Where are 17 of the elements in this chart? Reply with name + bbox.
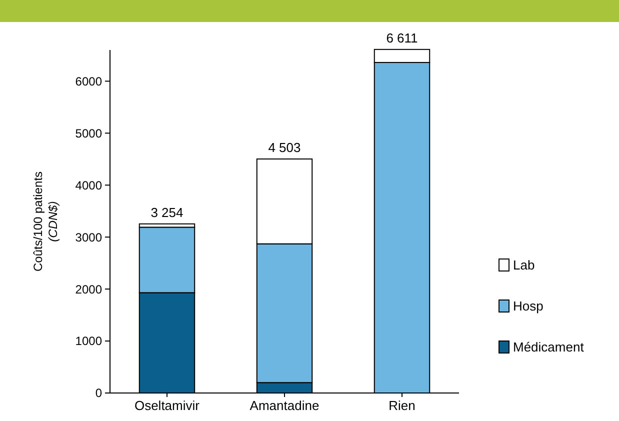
y-tick-label: 5000 bbox=[75, 126, 102, 140]
y-tick-label: 2000 bbox=[75, 282, 102, 296]
y-tick-label: 1000 bbox=[75, 334, 102, 348]
legend-label: Lab bbox=[513, 258, 535, 273]
x-tick-label: Rien bbox=[388, 398, 416, 413]
total-label: 4 503 bbox=[268, 140, 301, 155]
y-tick-label: 0 bbox=[95, 386, 102, 400]
legend-label: Hosp bbox=[513, 298, 544, 314]
y-tick-label: 3000 bbox=[75, 230, 102, 244]
y-tick-label: 6000 bbox=[75, 74, 102, 88]
x-tick-label: Amantadine bbox=[250, 398, 320, 413]
legend-label: Médicament bbox=[513, 340, 584, 355]
x-tick-label: Oseltamivir bbox=[134, 398, 200, 413]
y-tick-label: 4000 bbox=[75, 178, 102, 192]
y-axis-title: Coûts/100 patients (CDN$) bbox=[31, 171, 60, 272]
total-label: 6 611 bbox=[386, 30, 418, 46]
total-label: 3 254 bbox=[150, 204, 184, 220]
